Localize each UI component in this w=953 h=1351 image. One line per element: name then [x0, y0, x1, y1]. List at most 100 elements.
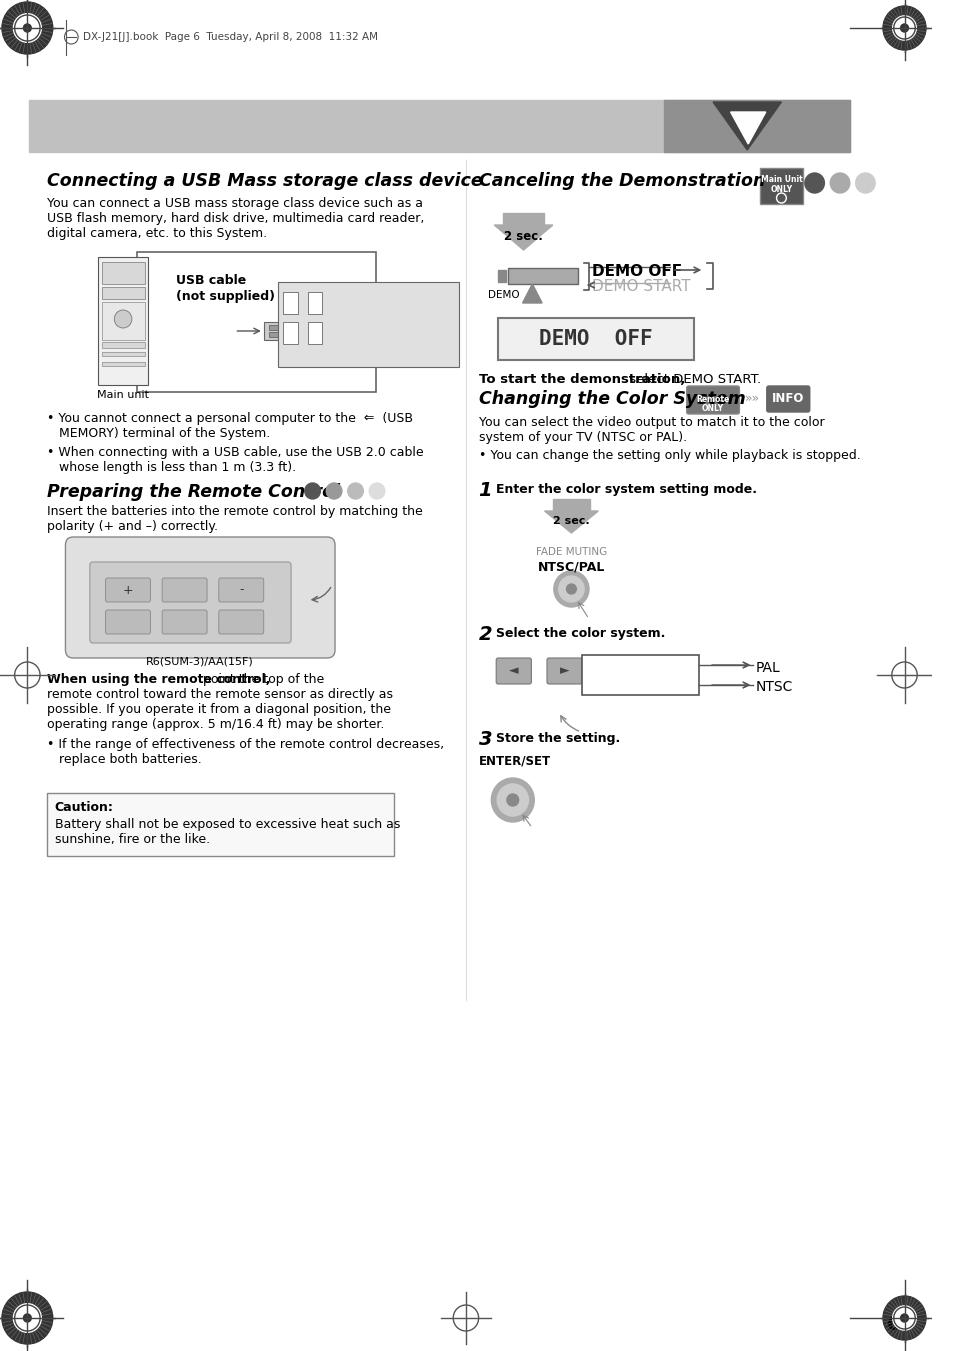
Text: NTSC/PAL: NTSC/PAL: [537, 561, 604, 573]
Circle shape: [497, 784, 528, 816]
Text: USB cable: USB cable: [175, 274, 246, 286]
Bar: [581, 655, 699, 694]
FancyBboxPatch shape: [106, 611, 151, 634]
Text: • When connecting with a USB cable, use the USB 2.0 cable: • When connecting with a USB cable, use …: [47, 446, 423, 459]
Text: 1: 1: [478, 481, 492, 500]
Bar: [101, 286, 145, 299]
Text: 2: 2: [478, 626, 492, 644]
Text: Canceling the Demonstration: Canceling the Demonstration: [478, 172, 764, 190]
Text: operating range (approx. 5 m/16.4 ft) may be shorter.: operating range (approx. 5 m/16.4 ft) ma…: [47, 717, 384, 731]
Text: ►: ►: [559, 665, 569, 677]
Circle shape: [369, 484, 384, 499]
Text: sunshine, fire or the like.: sunshine, fire or the like.: [54, 834, 210, 846]
Bar: [263, 322, 293, 340]
Circle shape: [900, 1315, 907, 1323]
Bar: [308, 322, 322, 345]
Text: 3: 3: [478, 730, 492, 748]
Bar: [552, 499, 590, 513]
Circle shape: [892, 16, 916, 41]
Text: To start the demonstration,: To start the demonstration,: [478, 373, 684, 386]
Bar: [269, 332, 278, 336]
Circle shape: [2, 1, 52, 54]
Bar: [101, 303, 145, 340]
Text: ◄: ◄: [509, 665, 518, 677]
Text: polarity (+ and –) correctly.: polarity (+ and –) correctly.: [47, 520, 217, 534]
Text: Changing the Color System: Changing the Color System: [478, 390, 744, 408]
Circle shape: [24, 24, 31, 32]
FancyBboxPatch shape: [766, 386, 809, 412]
Text: Caution:: Caution:: [54, 801, 113, 815]
Bar: [497, 270, 505, 282]
Bar: [269, 326, 278, 330]
Bar: [30, 100, 849, 153]
Circle shape: [882, 1296, 925, 1340]
Bar: [283, 292, 297, 313]
Text: remote control toward the remote sensor as directly as: remote control toward the remote sensor …: [47, 688, 393, 701]
Text: replace both batteries.: replace both batteries.: [47, 753, 201, 766]
Text: system of your TV (NTSC or PAL).: system of your TV (NTSC or PAL).: [478, 431, 686, 444]
Text: INFO: INFO: [771, 393, 803, 405]
Circle shape: [114, 309, 132, 328]
FancyBboxPatch shape: [162, 578, 207, 603]
Text: DEMO START: DEMO START: [591, 280, 690, 295]
Text: DEMO: DEMO: [488, 290, 519, 300]
Text: • You can change the setting only while playback is stopped.: • You can change the setting only while …: [478, 449, 860, 462]
Text: ONLY: ONLY: [770, 185, 792, 195]
Text: ONLY: ONLY: [701, 404, 723, 413]
Text: »»: »»: [744, 392, 760, 405]
Text: Insert the batteries into the remote control by matching the: Insert the batteries into the remote con…: [47, 505, 422, 517]
Text: R6(SUM-3)/AA(15F): R6(SUM-3)/AA(15F): [146, 657, 253, 667]
FancyBboxPatch shape: [218, 611, 263, 634]
Bar: [97, 257, 149, 385]
Bar: [101, 262, 145, 284]
Text: 6: 6: [886, 1316, 900, 1335]
Bar: [47, 793, 394, 857]
Text: Battery shall not be exposed to excessive heat such as: Battery shall not be exposed to excessiv…: [54, 817, 399, 831]
Circle shape: [829, 173, 849, 193]
Circle shape: [882, 5, 925, 50]
Text: PAL: PAL: [755, 661, 780, 676]
Text: DX-J21[J].book  Page 6  Tuesday, April 8, 2008  11:32 AM: DX-J21[J].book Page 6 Tuesday, April 8, …: [83, 32, 377, 42]
Text: 2 sec.: 2 sec.: [553, 516, 589, 526]
Circle shape: [855, 173, 874, 193]
Circle shape: [491, 778, 534, 821]
Text: MEMORY) terminal of the System.: MEMORY) terminal of the System.: [47, 427, 270, 440]
Text: Store the setting.: Store the setting.: [496, 732, 619, 744]
Text: • You cannot connect a personal computer to the  ⇐  (USB: • You cannot connect a personal computer…: [47, 412, 413, 426]
FancyBboxPatch shape: [546, 658, 581, 684]
Bar: [278, 282, 458, 367]
FancyBboxPatch shape: [686, 386, 739, 413]
Text: digital camera, etc. to this System.: digital camera, etc. to this System.: [47, 227, 267, 240]
Text: FADE MUTING: FADE MUTING: [536, 547, 606, 557]
Circle shape: [24, 1315, 31, 1323]
Polygon shape: [663, 100, 849, 153]
Text: • If the range of effectiveness of the remote control decreases,: • If the range of effectiveness of the r…: [47, 738, 443, 751]
FancyBboxPatch shape: [66, 536, 335, 658]
Circle shape: [304, 484, 320, 499]
Text: Main Unit: Main Unit: [760, 176, 801, 184]
Polygon shape: [544, 511, 598, 534]
Text: Preparing the Remote Control: Preparing the Remote Control: [47, 484, 339, 501]
Text: When using the remote control,: When using the remote control,: [47, 673, 270, 686]
Text: You can connect a USB mass storage class device such as a: You can connect a USB mass storage class…: [47, 197, 422, 209]
FancyBboxPatch shape: [90, 562, 291, 643]
Circle shape: [554, 571, 588, 607]
Bar: [502, 213, 543, 227]
FancyBboxPatch shape: [496, 658, 531, 684]
Text: (not supplied): (not supplied): [175, 290, 274, 303]
Text: Main unit: Main unit: [97, 390, 149, 400]
Text: DEMO  OFF: DEMO OFF: [538, 330, 652, 349]
Text: ENTER/SET: ENTER/SET: [478, 755, 550, 767]
Circle shape: [2, 1292, 52, 1344]
Text: -: -: [239, 584, 243, 597]
Circle shape: [13, 14, 41, 42]
Text: Enter the color system setting mode.: Enter the color system setting mode.: [496, 484, 757, 496]
Text: DEMO OFF: DEMO OFF: [591, 263, 681, 280]
Text: 2 sec.: 2 sec.: [503, 230, 542, 243]
Text: Select the color system.: Select the color system.: [496, 627, 665, 640]
Bar: [101, 353, 145, 357]
Circle shape: [776, 193, 785, 203]
Circle shape: [804, 173, 823, 193]
Circle shape: [558, 576, 583, 603]
FancyBboxPatch shape: [106, 578, 151, 603]
